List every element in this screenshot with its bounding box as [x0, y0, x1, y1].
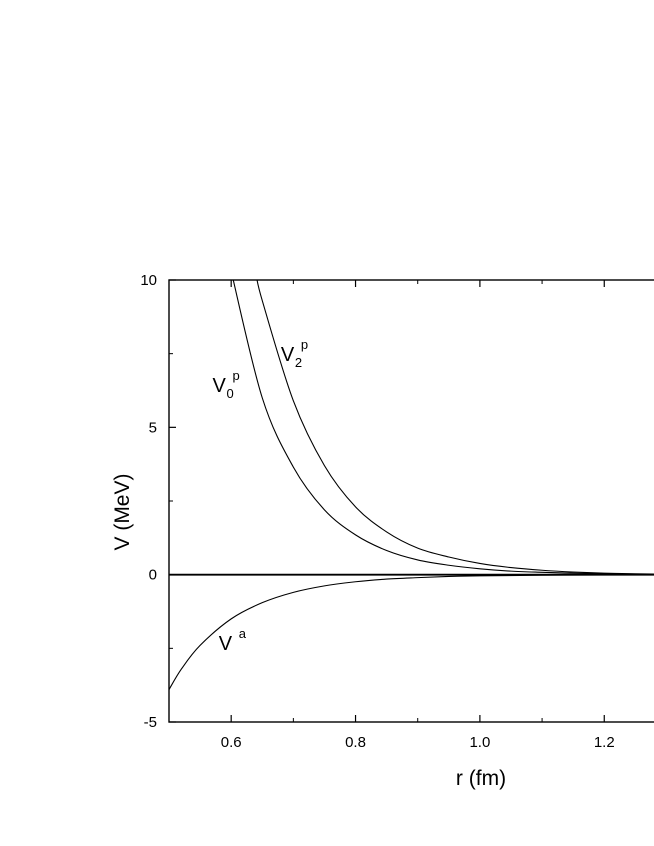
- plot-frame: [168, 279, 654, 723]
- curve-label-superscript: p: [233, 368, 240, 383]
- curve-label-main: V: [219, 633, 233, 655]
- curve-label-superscript: p: [301, 337, 308, 352]
- x-tick-label: 1.2: [594, 734, 615, 751]
- x-axis-title: r (fm): [456, 767, 506, 790]
- curve-label-main: V: [281, 344, 295, 366]
- y-tick-label: 0: [149, 567, 157, 584]
- curve-label-main: V: [213, 375, 227, 397]
- axis-ticks: [168, 279, 605, 723]
- x-tick-label: 1.0: [469, 734, 490, 751]
- curve-labels: V 0pV 2pV a: [213, 337, 309, 655]
- y-tick-label: 10: [140, 272, 157, 289]
- y-tick-label: -5: [144, 714, 157, 731]
- tick-labels: 0.6 0.8 1.0 1.2 -5 0 5 10: [140, 272, 614, 751]
- x-tick-label: 0.6: [221, 734, 242, 751]
- curve-label-subscript: 2: [295, 355, 302, 370]
- curve-v0p: [232, 280, 654, 575]
- curve-label-superscript: a: [239, 626, 247, 641]
- label-v2p: V 2 p: [281, 337, 308, 370]
- label-v0p: V 0 p: [213, 368, 240, 401]
- y-axis-title: V (MeV): [111, 473, 134, 550]
- curve-label-subscript: 0: [227, 386, 234, 401]
- x-tick-label: 0.8: [345, 734, 366, 751]
- curve-v2p: [256, 280, 654, 575]
- y-tick-label: 5: [149, 419, 157, 436]
